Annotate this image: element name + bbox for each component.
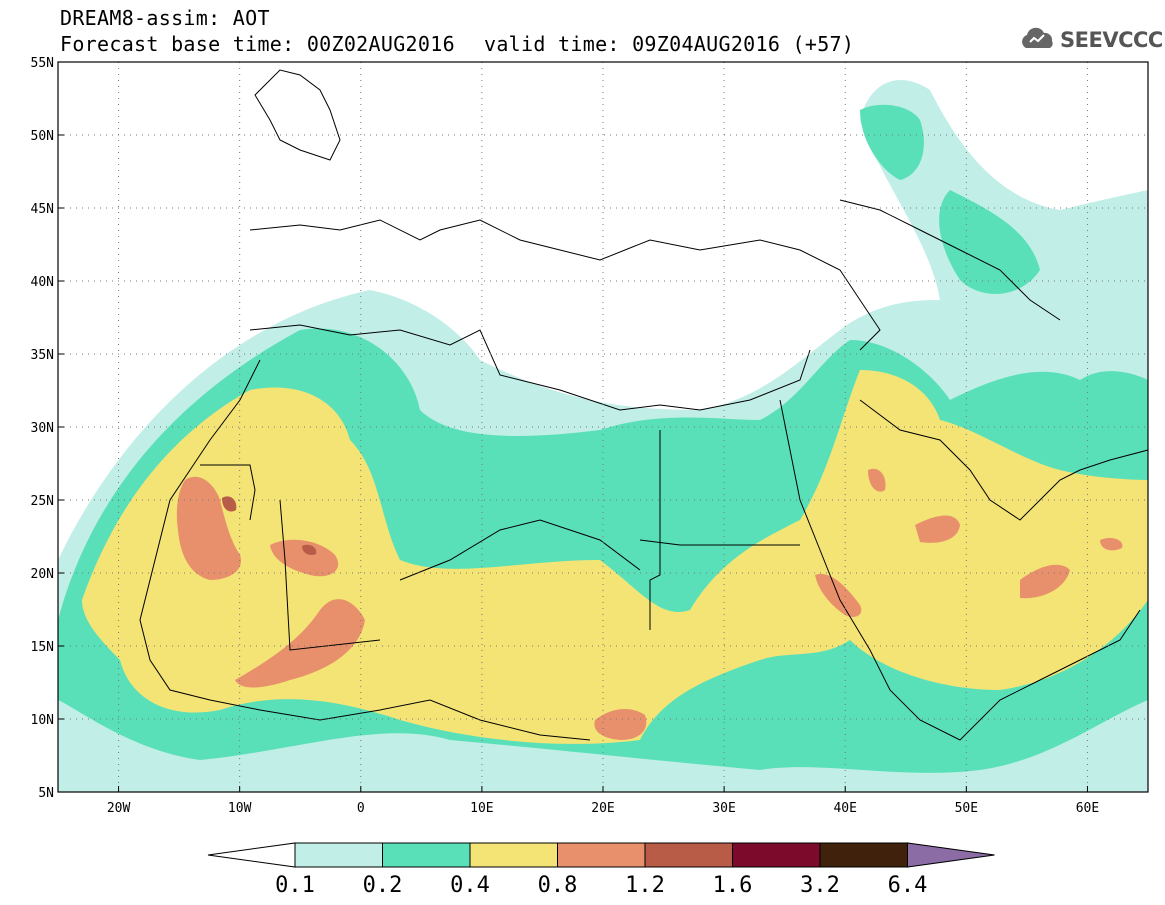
aot-contour-0.2-caspian (939, 190, 1040, 294)
lon-tick-label: 30E (712, 801, 735, 816)
lon-tick-label: 20W (107, 801, 131, 816)
lon-tick-label: 20E (591, 801, 614, 816)
lon-tick-label: 40E (833, 801, 856, 816)
colorbar-level-label: 0.8 (538, 873, 578, 898)
colorbar-level-label: 0.4 (450, 873, 490, 898)
colorbar-swatch (644, 842, 733, 868)
colorbar-level-label: 1.2 (625, 873, 665, 898)
lat-tick-label: 15N (31, 640, 54, 655)
lon-tick-label: 10W (228, 801, 252, 816)
lon-tick-label: 60E (1076, 801, 1099, 816)
lon-tick-label: 10E (470, 801, 493, 816)
aot-contour-0.8-saudi (915, 515, 960, 543)
colorbar-min-triangle (207, 842, 296, 868)
aot-contour-0.8-chad (594, 708, 647, 740)
valid-time: valid time: 09Z04AUG2016 (+57) (484, 32, 855, 56)
colorbar-level-label: 6.4 (888, 873, 928, 898)
aot-contour-0.8-mali (235, 599, 365, 688)
axis-ticks: 20W 10W 0 10E 20E 30E 40E 50E 60E 55N 50N 45N 40N 35N… (31, 56, 1100, 816)
lat-tick-label: 30N (31, 421, 54, 436)
colorbar-swatch (732, 842, 821, 868)
forecast-base-time: Forecast base time: 00Z02AUG2016 (60, 32, 455, 56)
map-title: DREAM8-assim: AOT (60, 6, 270, 30)
aot-contour-0.8-saudi-n (868, 468, 886, 492)
lat-tick-label: 45N (31, 202, 54, 217)
seevccc-logo: SEEVCCC (1060, 28, 1163, 52)
lat-tick-label: 5N (38, 786, 54, 801)
aot-contour-0.8-niger (270, 539, 339, 577)
lat-tick-label: 25N (31, 494, 54, 509)
cloud-logo-icon (1022, 27, 1053, 48)
lon-tick-label: 50E (955, 801, 978, 816)
colorbar-swatch (469, 842, 558, 868)
aot-contour-0.2-north (860, 104, 924, 180)
colorbar-level-label: 1.6 (713, 873, 753, 898)
lat-tick-label: 50N (31, 129, 54, 144)
colorbar-swatch (557, 842, 646, 868)
lat-tick-label: 20N (31, 567, 54, 582)
colorbar-swatch (819, 842, 908, 868)
aot-contour-1.2-b (302, 544, 317, 556)
aot-contour-0.8-mauritania (176, 476, 241, 580)
lat-tick-label: 55N (31, 56, 54, 71)
colorbar-level-label: 0.2 (363, 873, 403, 898)
colorbar-level-label: 0.1 (275, 873, 315, 898)
lat-tick-label: 10N (31, 713, 54, 728)
lat-tick-label: 40N (31, 275, 54, 290)
aot-contour-0.8-oman-e (1100, 537, 1123, 551)
colorbar-max-triangle (907, 842, 995, 868)
lat-tick-label: 35N (31, 348, 54, 363)
aot-contour-0.8-oman (1020, 564, 1070, 599)
colorbar-swatch (294, 842, 383, 868)
colorbar-level-label: 3.2 (800, 873, 840, 898)
colorbar-swatch (382, 842, 471, 868)
lon-tick-label: 0 (357, 801, 365, 816)
